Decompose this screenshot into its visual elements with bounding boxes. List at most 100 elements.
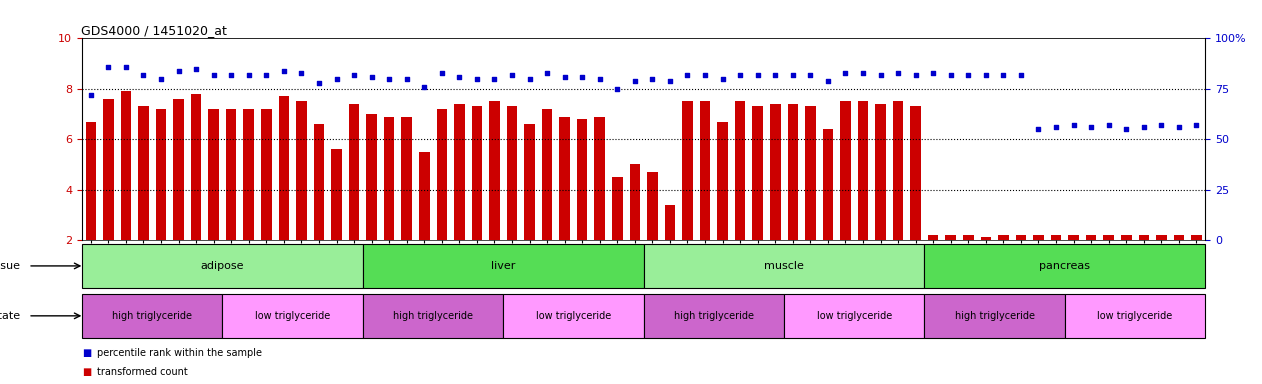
Point: [151, 76, 172, 82]
Point: [467, 76, 487, 82]
Bar: [945, 235, 957, 240]
Point: [414, 84, 434, 90]
Bar: [1065, 294, 1205, 338]
Point: [800, 71, 820, 78]
Text: low triglyceride: low triglyceride: [817, 311, 892, 321]
Bar: [541, 109, 553, 240]
Bar: [191, 94, 202, 240]
Point: [835, 70, 856, 76]
Bar: [823, 129, 833, 240]
Point: [449, 74, 469, 80]
Text: low triglyceride: low triglyceride: [255, 311, 331, 321]
Point: [1116, 126, 1136, 132]
Text: tissue: tissue: [0, 261, 20, 271]
Bar: [981, 237, 991, 240]
Point: [1046, 124, 1066, 130]
Bar: [490, 101, 500, 240]
Point: [1011, 71, 1031, 78]
Point: [221, 71, 241, 78]
Bar: [279, 96, 289, 240]
Point: [309, 79, 329, 86]
Bar: [1121, 235, 1132, 240]
Point: [906, 71, 926, 78]
Point: [729, 71, 750, 78]
Point: [589, 76, 610, 82]
Bar: [363, 244, 644, 288]
Point: [256, 71, 276, 78]
Bar: [1051, 235, 1061, 240]
Bar: [1069, 235, 1079, 240]
Bar: [1138, 235, 1148, 240]
Point: [292, 70, 312, 76]
Point: [695, 71, 716, 78]
Text: ■: ■: [82, 348, 91, 358]
Point: [1169, 124, 1189, 130]
Text: GDS4000 / 1451020_at: GDS4000 / 1451020_at: [81, 24, 227, 37]
Bar: [103, 99, 114, 240]
Point: [853, 70, 873, 76]
Point: [239, 71, 259, 78]
Bar: [1034, 235, 1044, 240]
Point: [203, 71, 223, 78]
Bar: [577, 119, 588, 240]
Bar: [805, 106, 815, 240]
Bar: [770, 104, 780, 240]
Bar: [665, 205, 675, 240]
Point: [976, 71, 996, 78]
Bar: [173, 99, 184, 240]
Bar: [963, 235, 973, 240]
Point: [607, 86, 627, 92]
Bar: [1103, 235, 1114, 240]
Bar: [363, 294, 504, 338]
Text: high triglyceride: high triglyceride: [392, 311, 473, 321]
Bar: [504, 294, 644, 338]
Text: liver: liver: [491, 261, 515, 271]
Point: [782, 71, 803, 78]
Text: muscle: muscle: [764, 261, 804, 271]
Text: low triglyceride: low triglyceride: [1098, 311, 1172, 321]
Bar: [208, 109, 218, 240]
Text: adipose: adipose: [201, 261, 244, 271]
Text: transformed count: transformed count: [97, 367, 188, 377]
Point: [923, 70, 943, 76]
Bar: [924, 244, 1205, 288]
Bar: [437, 109, 447, 240]
Bar: [401, 116, 411, 240]
Bar: [121, 91, 131, 240]
Bar: [1016, 235, 1026, 240]
Point: [345, 71, 365, 78]
Bar: [82, 244, 363, 288]
Bar: [86, 122, 96, 240]
Point: [538, 70, 558, 76]
Bar: [1085, 235, 1097, 240]
Point: [134, 71, 154, 78]
Point: [888, 70, 909, 76]
Bar: [644, 244, 924, 288]
Bar: [612, 177, 622, 240]
Point: [940, 71, 960, 78]
Point: [713, 76, 733, 82]
Bar: [297, 101, 307, 240]
Point: [1029, 126, 1049, 132]
Point: [1186, 122, 1206, 128]
Bar: [787, 104, 798, 240]
Point: [993, 71, 1013, 78]
Point: [818, 78, 838, 84]
Bar: [1156, 235, 1166, 240]
Point: [1133, 124, 1153, 130]
Point: [871, 71, 891, 78]
Point: [678, 71, 698, 78]
Bar: [752, 106, 764, 240]
Bar: [717, 122, 728, 240]
Bar: [644, 294, 784, 338]
Text: disease state: disease state: [0, 311, 20, 321]
Text: ■: ■: [82, 367, 91, 377]
Bar: [998, 235, 1008, 240]
Bar: [559, 116, 570, 240]
Bar: [507, 106, 517, 240]
Point: [747, 71, 767, 78]
Point: [98, 64, 119, 70]
Point: [116, 64, 136, 70]
Point: [432, 70, 452, 76]
Bar: [1191, 235, 1201, 240]
